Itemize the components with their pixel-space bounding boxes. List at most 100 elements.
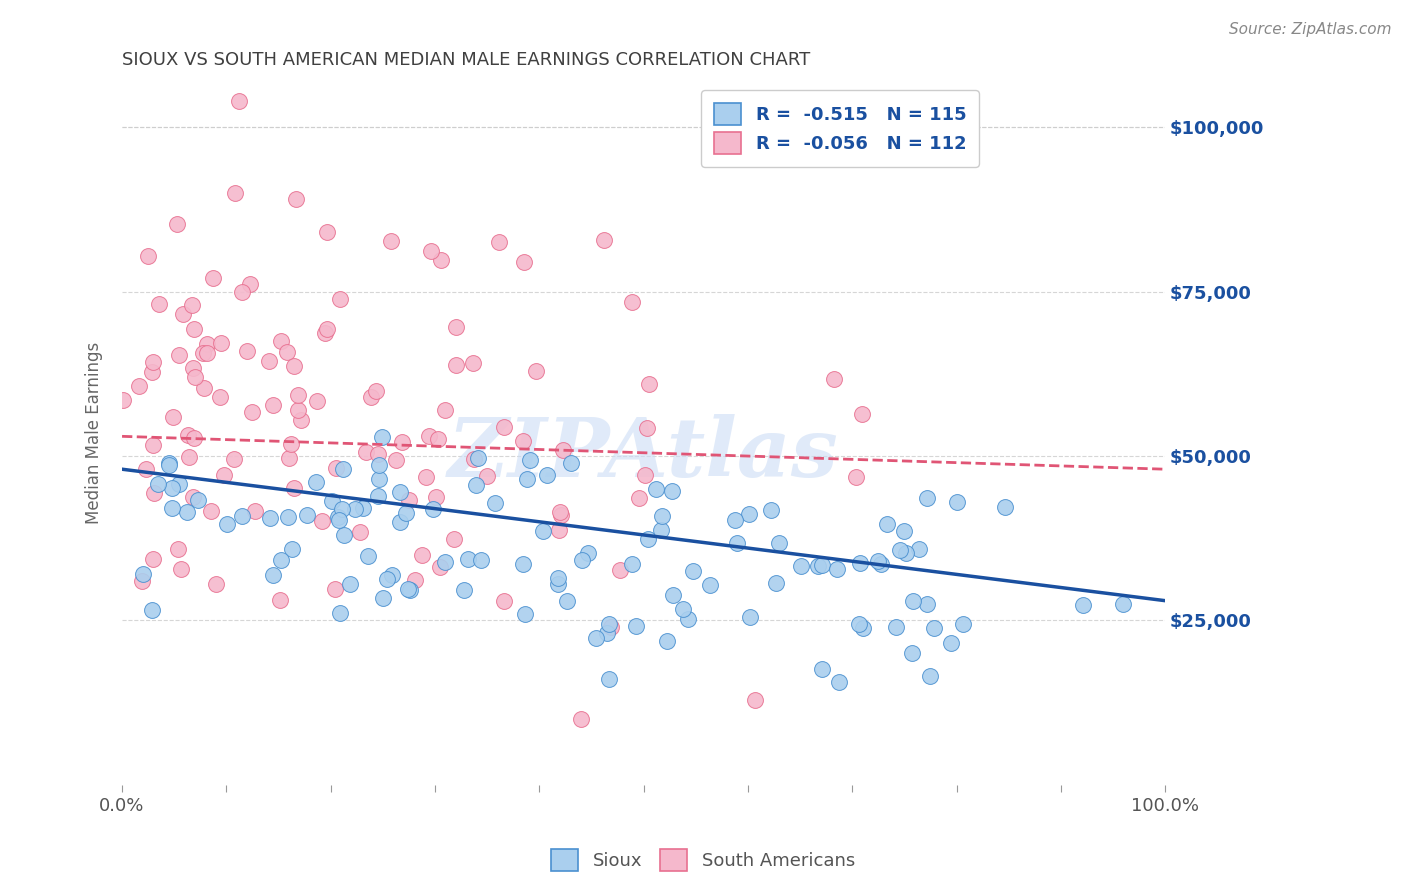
Point <box>169 562 191 576</box>
Point <box>236 344 259 359</box>
Point <box>329 606 352 620</box>
Point <box>738 507 761 521</box>
Point <box>513 607 536 621</box>
Point <box>128 379 150 393</box>
Point <box>620 558 643 572</box>
Point <box>148 477 170 491</box>
Point <box>333 528 356 542</box>
Point <box>889 542 911 557</box>
Point <box>167 476 190 491</box>
Text: ZIPAtlas: ZIPAtlas <box>449 414 839 494</box>
Point <box>592 233 614 247</box>
Point <box>524 363 547 377</box>
Point <box>305 393 328 408</box>
Point <box>945 494 967 508</box>
Point <box>157 458 180 472</box>
Point <box>380 234 402 248</box>
Point <box>636 421 658 435</box>
Point <box>132 567 155 582</box>
Point <box>276 345 298 359</box>
Legend: Sioux, South Americans: Sioux, South Americans <box>544 842 862 879</box>
Point <box>662 587 685 601</box>
Point <box>536 467 558 482</box>
Point <box>305 475 328 489</box>
Point <box>849 557 872 571</box>
Point <box>280 541 302 556</box>
Point <box>433 555 456 569</box>
Point <box>396 582 419 596</box>
Point <box>183 432 205 446</box>
Point <box>240 405 263 419</box>
Point <box>167 542 190 557</box>
Point <box>585 632 607 646</box>
Point <box>512 434 534 448</box>
Point <box>768 536 790 550</box>
Point <box>876 517 898 532</box>
Point <box>907 541 929 556</box>
Point <box>135 462 157 476</box>
Point <box>941 636 963 650</box>
Point <box>555 594 578 608</box>
Point <box>195 345 218 359</box>
Point <box>142 552 165 566</box>
Point <box>166 217 188 231</box>
Point <box>176 505 198 519</box>
Point <box>239 277 262 291</box>
Point <box>884 620 907 634</box>
Point <box>332 462 354 476</box>
Point <box>429 560 451 574</box>
Point <box>371 591 394 605</box>
Point <box>519 452 541 467</box>
Point <box>453 583 475 598</box>
Point <box>181 361 204 376</box>
Point <box>1071 598 1094 612</box>
Point <box>551 443 574 458</box>
Point <box>200 503 222 517</box>
Point <box>823 371 845 385</box>
Point <box>845 469 868 483</box>
Point <box>328 513 350 527</box>
Point <box>444 319 467 334</box>
Point <box>467 451 489 466</box>
Point <box>352 501 374 516</box>
Text: SIOUX VS SOUTH AMERICAN MEDIAN MALE EARNINGS CORRELATION CHART: SIOUX VS SOUTH AMERICAN MEDIAN MALE EARN… <box>122 51 810 69</box>
Point <box>463 451 485 466</box>
Point <box>426 432 449 446</box>
Point <box>492 420 515 434</box>
Point <box>811 558 834 572</box>
Point <box>231 508 253 523</box>
Point <box>277 450 299 465</box>
Point <box>209 336 232 351</box>
Point <box>657 634 679 648</box>
Point <box>868 554 890 568</box>
Point <box>827 675 849 690</box>
Point <box>270 552 292 566</box>
Point <box>339 577 361 591</box>
Point <box>371 430 394 444</box>
Point <box>620 295 643 310</box>
Point <box>205 576 228 591</box>
Point <box>398 493 420 508</box>
Point <box>420 244 443 258</box>
Point <box>628 491 651 505</box>
Point <box>740 610 762 624</box>
Point <box>367 447 389 461</box>
Point <box>330 502 353 516</box>
Point <box>295 508 318 522</box>
Point <box>343 502 366 516</box>
Point <box>148 297 170 311</box>
Point <box>922 621 945 635</box>
Point <box>217 517 239 532</box>
Point <box>259 511 281 525</box>
Point <box>516 472 538 486</box>
Point <box>262 568 284 582</box>
Point <box>744 693 766 707</box>
Point <box>380 568 402 582</box>
Point <box>918 669 941 683</box>
Point <box>321 494 343 508</box>
Legend: R =  -0.515   N = 115, R =  -0.056   N = 112: R = -0.515 N = 115, R = -0.056 N = 112 <box>702 90 979 167</box>
Point <box>323 582 346 596</box>
Point <box>422 501 444 516</box>
Point <box>429 253 451 268</box>
Point <box>142 486 165 500</box>
